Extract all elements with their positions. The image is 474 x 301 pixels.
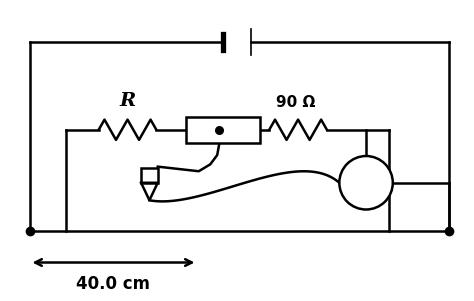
Text: 90 Ω: 90 Ω xyxy=(276,95,316,110)
Bar xyxy=(141,168,158,183)
Text: R: R xyxy=(119,92,136,110)
Bar xyxy=(186,117,260,143)
Text: 40.0 cm: 40.0 cm xyxy=(76,275,150,293)
Circle shape xyxy=(339,156,393,209)
